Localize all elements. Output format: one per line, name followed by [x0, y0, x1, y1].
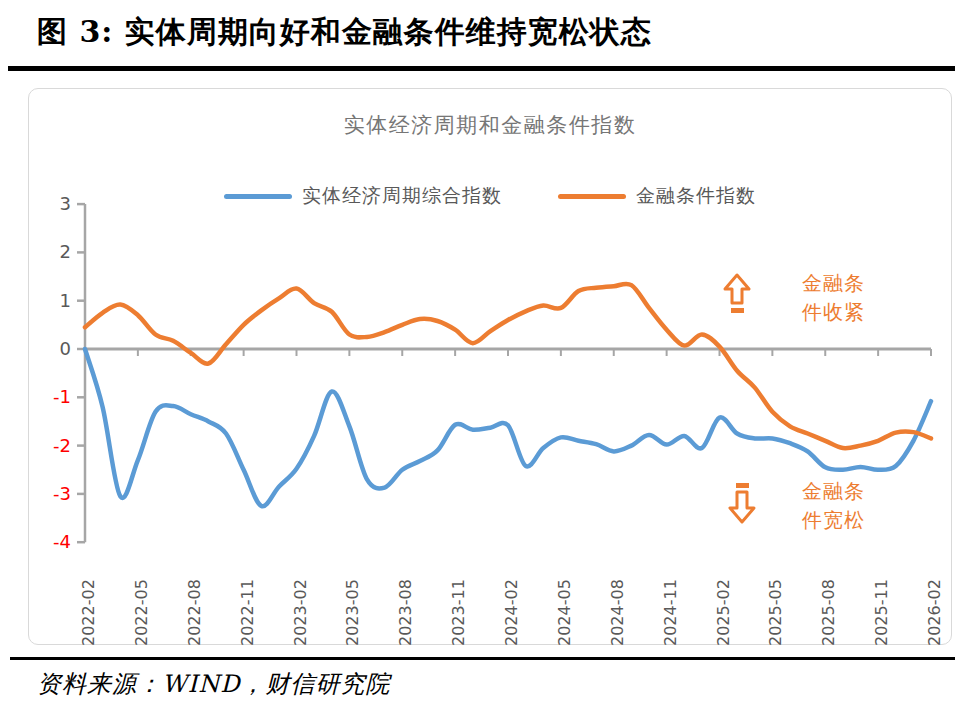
figure-title: 图 3: 实体周期向好和金融条件维持宽松状态: [37, 12, 652, 53]
x-axis-label: 2022-08: [186, 554, 203, 646]
loosen-annotation: 金融条 件宽松: [802, 477, 865, 535]
footer-divider-rule: [10, 657, 955, 660]
loosen-down-arrow-icon: [728, 480, 756, 524]
loosen-annotation-line2: 件宽松: [802, 506, 865, 535]
x-axis-label: 2024-02: [503, 554, 520, 646]
y-axis-label: 2: [35, 240, 71, 264]
y-axis-label: -3: [35, 482, 71, 506]
x-axis-label: 2022-11: [239, 554, 256, 646]
x-axis-label: 2023-08: [397, 554, 414, 646]
y-axis-label: -4: [35, 530, 71, 554]
y-axis-label: 0: [35, 337, 71, 361]
tighten-annotation: 金融条 件收紧: [802, 269, 865, 327]
x-axis-label: 2023-05: [344, 554, 361, 646]
x-axis-label: 2024-11: [662, 554, 679, 646]
x-axis-label: 2024-05: [556, 554, 573, 646]
tighten-up-arrow-icon: [723, 273, 751, 317]
y-axis-label: -2: [35, 434, 71, 458]
y-axis-label: 3: [35, 192, 71, 216]
source-note: 资料来源：WIND，财信研究院: [37, 668, 390, 700]
chart-card: 实体经济周期和金融条件指数 实体经济周期综合指数 金融条件指数 3210-1-2…: [28, 88, 952, 645]
x-axis-label: 2023-11: [450, 554, 467, 646]
plot-area: [29, 89, 950, 643]
x-axis-label: 2025-11: [873, 554, 890, 646]
page: 图 3: 实体周期向好和金融条件维持宽松状态 实体经济周期和金融条件指数 实体经…: [0, 0, 963, 717]
y-axis-label: 1: [35, 289, 71, 313]
tighten-annotation-line2: 件收紧: [802, 298, 865, 327]
x-axis-label: 2022-05: [133, 554, 150, 646]
x-axis-label: 2023-02: [292, 554, 309, 646]
title-divider-rule: [8, 66, 955, 71]
x-axis-label: 2025-05: [767, 554, 784, 646]
x-axis-label: 2025-08: [820, 554, 837, 646]
y-axis-label: -1: [35, 385, 71, 409]
x-axis-label: 2026-02: [926, 554, 943, 646]
x-axis-label: 2025-02: [715, 554, 732, 646]
tighten-annotation-line1: 金融条: [802, 269, 865, 298]
x-axis-label: 2022-02: [80, 554, 97, 646]
x-axis-label: 2024-08: [609, 554, 626, 646]
loosen-annotation-line1: 金融条: [802, 477, 865, 506]
